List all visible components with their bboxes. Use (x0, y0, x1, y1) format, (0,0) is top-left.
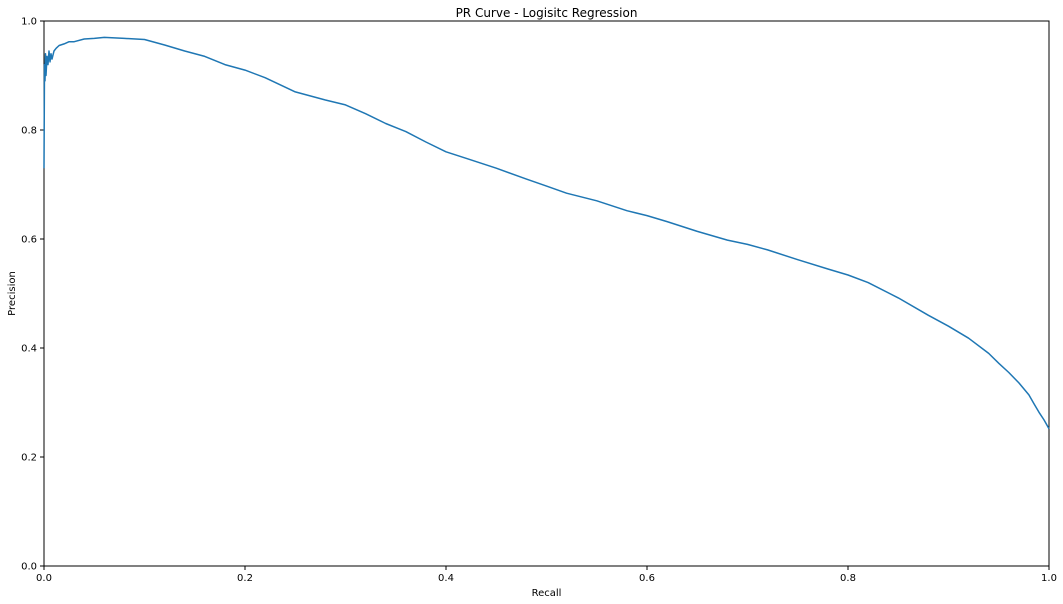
pr-curve-line (43, 36, 1050, 430)
y-tick-label: 0.0 (21, 562, 37, 573)
y-axis-ticks: 0.0 0.2 0.4 0.6 0.8 1.0 (21, 17, 44, 573)
x-tick-label: 0.6 (639, 573, 655, 584)
x-tick-label: 0.8 (840, 573, 856, 584)
x-tick-label: 1.0 (1041, 573, 1057, 584)
x-tick-label: 0.0 (36, 573, 52, 584)
x-tick-label: 0.2 (237, 573, 253, 584)
y-tick-label: 0.2 (21, 453, 37, 464)
x-axis-label: Recall (532, 588, 562, 599)
x-tick-label: 0.4 (438, 573, 454, 584)
x-axis-ticks: 0.0 0.2 0.4 0.6 0.8 1.0 (36, 566, 1057, 584)
y-tick-label: 0.6 (21, 235, 37, 246)
y-tick-label: 1.0 (21, 17, 37, 28)
y-axis-label: Precision (7, 271, 18, 316)
y-tick-label: 0.4 (21, 344, 37, 355)
y-tick-label: 0.8 (21, 126, 37, 137)
chart-title: PR Curve - Logisitc Regression (456, 6, 638, 20)
plot-area-frame (43, 20, 1050, 567)
